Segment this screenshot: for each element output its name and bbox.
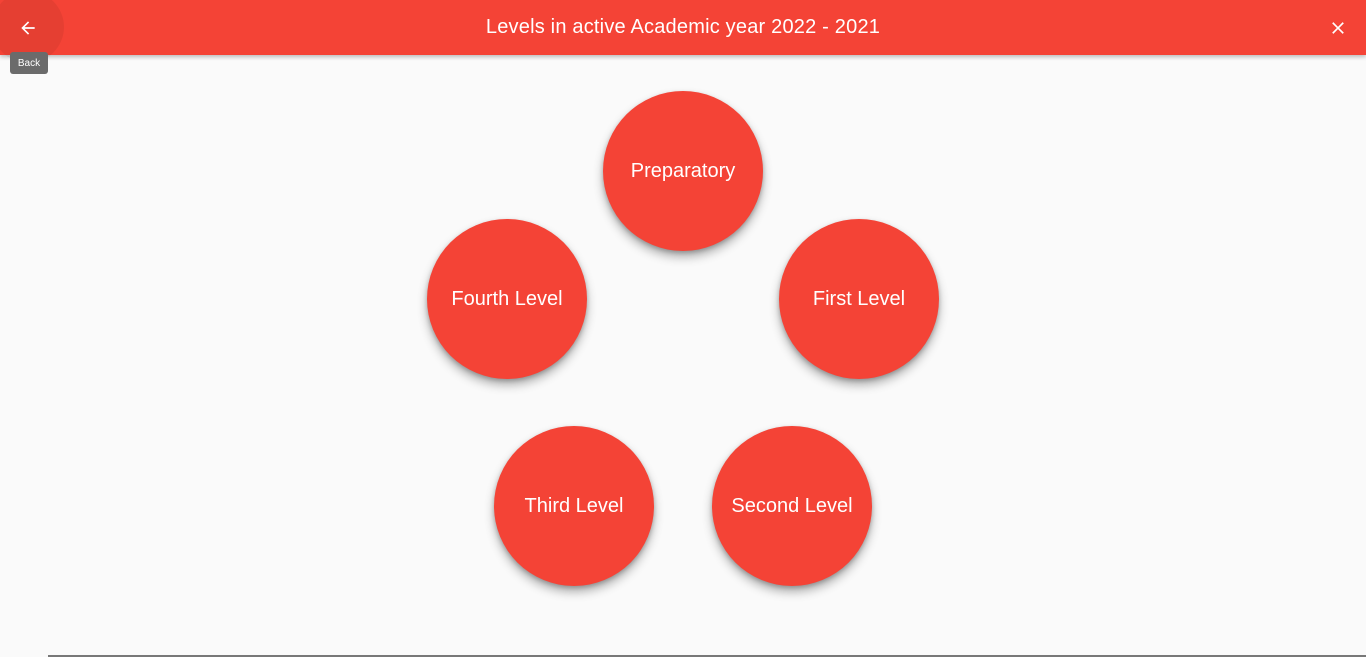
level-third-button[interactable]: Third Level — [494, 426, 654, 586]
back-tooltip: Back — [10, 52, 48, 74]
close-icon — [1332, 22, 1344, 34]
level-second-button[interactable]: Second Level — [712, 426, 872, 586]
close-button[interactable] — [1318, 8, 1358, 48]
level-preparatory-button[interactable]: Preparatory — [603, 91, 763, 251]
app-bar: Levels in active Academic year 2022 - 20… — [0, 0, 1366, 63]
arrow-left-icon — [21, 20, 35, 35]
level-first-button[interactable]: First Level — [779, 219, 939, 379]
bottom-divider — [48, 655, 1366, 657]
page-title: Levels in active Academic year 2022 - 20… — [485, 16, 881, 38]
level-fourth-button[interactable]: Fourth Level — [427, 219, 587, 379]
